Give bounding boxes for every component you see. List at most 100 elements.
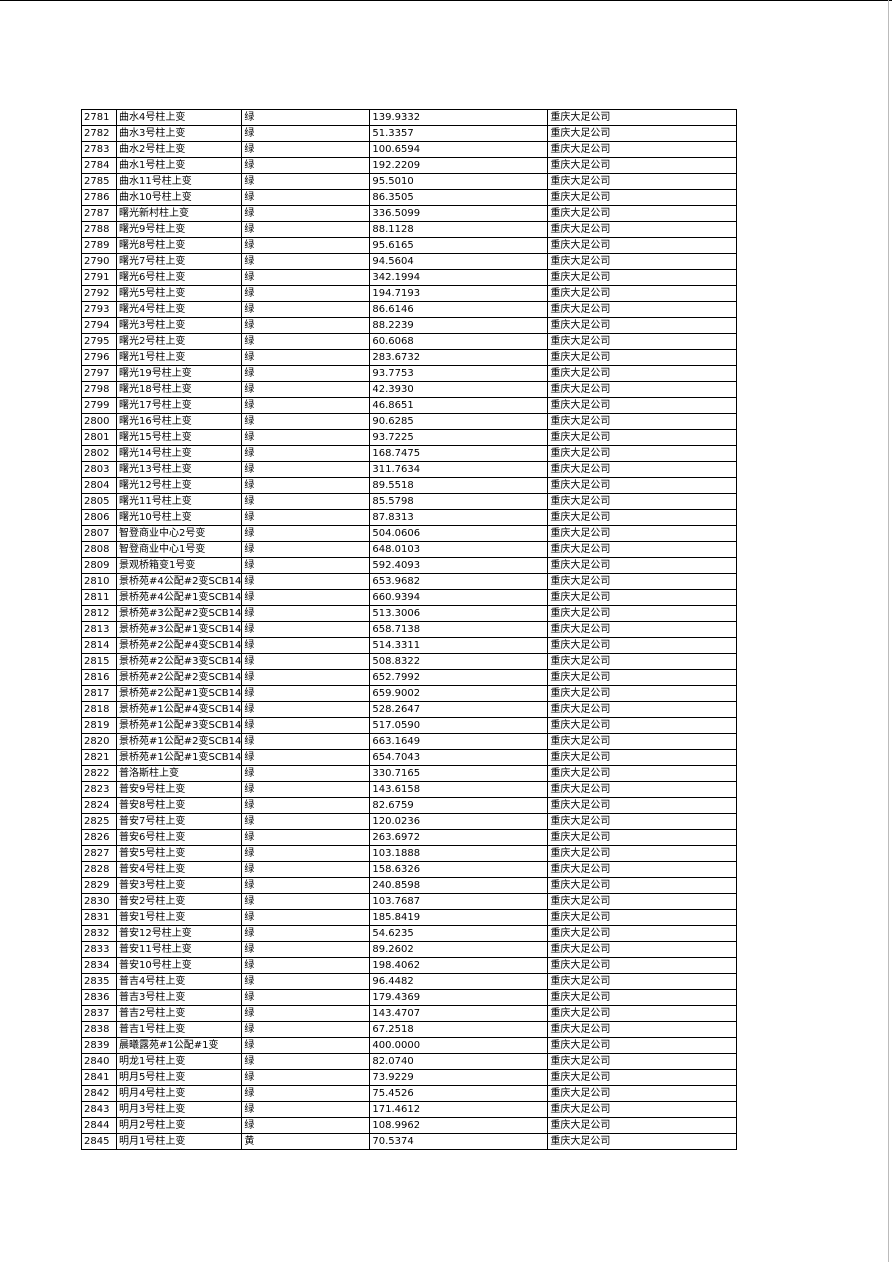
transformer-name-cell: 明月4号柱上变: [115, 1085, 243, 1102]
transformer-name-cell: 曙光1号柱上变: [115, 349, 243, 366]
company-cell: 重庆大足公司: [547, 141, 738, 158]
table-row: 2786 曲水10号柱上变绿 86.3505 重庆大足公司: [81, 189, 738, 206]
status-color-cell: 绿: [241, 205, 371, 222]
row-number-cell: 2800: [81, 413, 117, 430]
company-cell: 重庆大足公司: [547, 157, 738, 174]
row-number-cell: 2816: [81, 669, 117, 686]
value-cell: 60.6068: [369, 333, 549, 350]
transformer-name-cell: 普安6号柱上变: [115, 829, 243, 846]
transformer-name-cell: 普安3号柱上变: [115, 877, 243, 894]
company-cell: 重庆大足公司: [547, 573, 738, 590]
company-cell: 重庆大足公司: [547, 285, 738, 302]
transformer-name-cell: 曙光11号柱上变: [115, 493, 243, 510]
transformer-name-cell: 曲水3号柱上变: [115, 125, 243, 142]
status-color-cell: 绿: [241, 989, 371, 1006]
status-color-cell: 绿: [241, 445, 371, 462]
table-row: 2834 普安10号柱上变绿 198.4062 重庆大足公司: [81, 957, 738, 974]
status-color-cell: 绿: [241, 381, 371, 398]
transformer-name-cell: 曙光17号柱上变: [115, 397, 243, 414]
value-cell: 171.4612: [369, 1101, 549, 1118]
status-color-cell: 绿: [241, 605, 371, 622]
status-color-cell: 绿: [241, 525, 371, 542]
value-cell: 88.2239: [369, 317, 549, 334]
value-cell: 330.7165: [369, 765, 549, 782]
row-number-cell: 2832: [81, 925, 117, 942]
transformer-name-cell: 景桥苑#1公配#3变SCB14: [115, 717, 243, 734]
row-number-cell: 2836: [81, 989, 117, 1006]
row-number-cell: 2788: [81, 221, 117, 238]
company-cell: 重庆大足公司: [547, 173, 738, 190]
company-cell: 重庆大足公司: [547, 317, 738, 334]
transformer-name-cell: 景桥苑#1公配#4变SCB14: [115, 701, 243, 718]
company-cell: 重庆大足公司: [547, 685, 738, 702]
transformer-name-cell: 曲水2号柱上变: [115, 141, 243, 158]
company-cell: 重庆大足公司: [547, 333, 738, 350]
status-color-cell: 黄: [241, 1133, 371, 1150]
value-cell: 653.9682: [369, 573, 549, 590]
row-number-cell: 2798: [81, 381, 117, 398]
status-color-cell: 绿: [241, 317, 371, 334]
value-cell: 87.8313: [369, 509, 549, 526]
company-cell: 重庆大足公司: [547, 1101, 738, 1118]
table-row: 2789 曙光8号柱上变绿 95.6165 重庆大足公司: [81, 237, 738, 254]
row-number-cell: 2830: [81, 893, 117, 910]
transformer-name-cell: 景桥苑#3公配#2变SCB14: [115, 605, 243, 622]
transformer-name-cell: 普安9号柱上变: [115, 781, 243, 798]
company-cell: 重庆大足公司: [547, 269, 738, 286]
value-cell: 54.6235: [369, 925, 549, 942]
table-row: 2811 景桥苑#4公配#1变SCB14 绿 660.9394 重庆大足公司: [81, 589, 738, 606]
table-row: 2797 曙光19号柱上变绿 93.7753 重庆大足公司: [81, 365, 738, 382]
transformer-name-cell: 普安5号柱上变: [115, 845, 243, 862]
table-row: 2831 普安1号柱上变绿 185.8419 重庆大足公司: [81, 909, 738, 926]
table-row: 2802 曙光14号柱上变绿 168.7475 重庆大足公司: [81, 445, 738, 462]
row-number-cell: 2803: [81, 461, 117, 478]
row-number-cell: 2802: [81, 445, 117, 462]
value-cell: 86.3505: [369, 189, 549, 206]
transformer-name-cell: 曲水1号柱上变: [115, 157, 243, 174]
company-cell: 重庆大足公司: [547, 749, 738, 766]
company-cell: 重庆大足公司: [547, 669, 738, 686]
value-cell: 592.4093: [369, 557, 549, 574]
value-cell: 100.6594: [369, 141, 549, 158]
status-color-cell: 绿: [241, 669, 371, 686]
transformer-name-cell: 普吉2号柱上变: [115, 1005, 243, 1022]
status-color-cell: 绿: [241, 461, 371, 478]
transformer-name-cell: 景观桥箱变1号变: [115, 557, 243, 574]
status-color-cell: 绿: [241, 717, 371, 734]
table-row: 2795 曙光2号柱上变绿 60.6068 重庆大足公司: [81, 333, 738, 350]
company-cell: 重庆大足公司: [547, 493, 738, 510]
status-color-cell: 绿: [241, 349, 371, 366]
value-cell: 75.4526: [369, 1085, 549, 1102]
row-number-cell: 2838: [81, 1021, 117, 1038]
company-cell: 重庆大足公司: [547, 509, 738, 526]
value-cell: 517.0590: [369, 717, 549, 734]
row-number-cell: 2795: [81, 333, 117, 350]
row-number-cell: 2782: [81, 125, 117, 142]
transformer-name-cell: 普吉3号柱上变: [115, 989, 243, 1006]
row-number-cell: 2781: [81, 109, 117, 126]
table-row: 2792 曙光5号柱上变绿 194.7193 重庆大足公司: [81, 285, 738, 302]
value-cell: 46.8651: [369, 397, 549, 414]
company-cell: 重庆大足公司: [547, 349, 738, 366]
company-cell: 重庆大足公司: [547, 1021, 738, 1038]
row-number-cell: 2827: [81, 845, 117, 862]
transformer-name-cell: 景桥苑#2公配#4变SCB14: [115, 637, 243, 654]
transformer-name-cell: 普吉4号柱上变: [115, 973, 243, 990]
transformer-name-cell: 景桥苑#1公配#2变SCB14: [115, 733, 243, 750]
value-cell: 103.7687: [369, 893, 549, 910]
table-row: 2830 普安2号柱上变绿 103.7687 重庆大足公司: [81, 893, 738, 910]
transformer-name-cell: 智登商业中心1号变: [115, 541, 243, 558]
company-cell: 重庆大足公司: [547, 477, 738, 494]
transformer-name-cell: 普安10号柱上变: [115, 957, 243, 974]
transformer-name-cell: 曙光7号柱上变: [115, 253, 243, 270]
company-cell: 重庆大足公司: [547, 1005, 738, 1022]
value-cell: 95.5010: [369, 173, 549, 190]
transformer-name-cell: 明月1号柱上变: [115, 1133, 243, 1150]
table-row: 2819 景桥苑#1公配#3变SCB14 绿 517.0590 重庆大足公司: [81, 717, 738, 734]
transformer-name-cell: 曲水11号柱上变: [115, 173, 243, 190]
table-row: 2808 智登商业中心1号变绿 648.0103 重庆大足公司: [81, 541, 738, 558]
table-row: 2801 曙光15号柱上变绿 93.7225 重庆大足公司: [81, 429, 738, 446]
transformer-name-cell: 曙光4号柱上变: [115, 301, 243, 318]
table-row: 2781 曲水4号柱上变绿 139.9332 重庆大足公司: [81, 109, 738, 126]
transformer-name-cell: 景桥苑#2公配#1变SCB14: [115, 685, 243, 702]
